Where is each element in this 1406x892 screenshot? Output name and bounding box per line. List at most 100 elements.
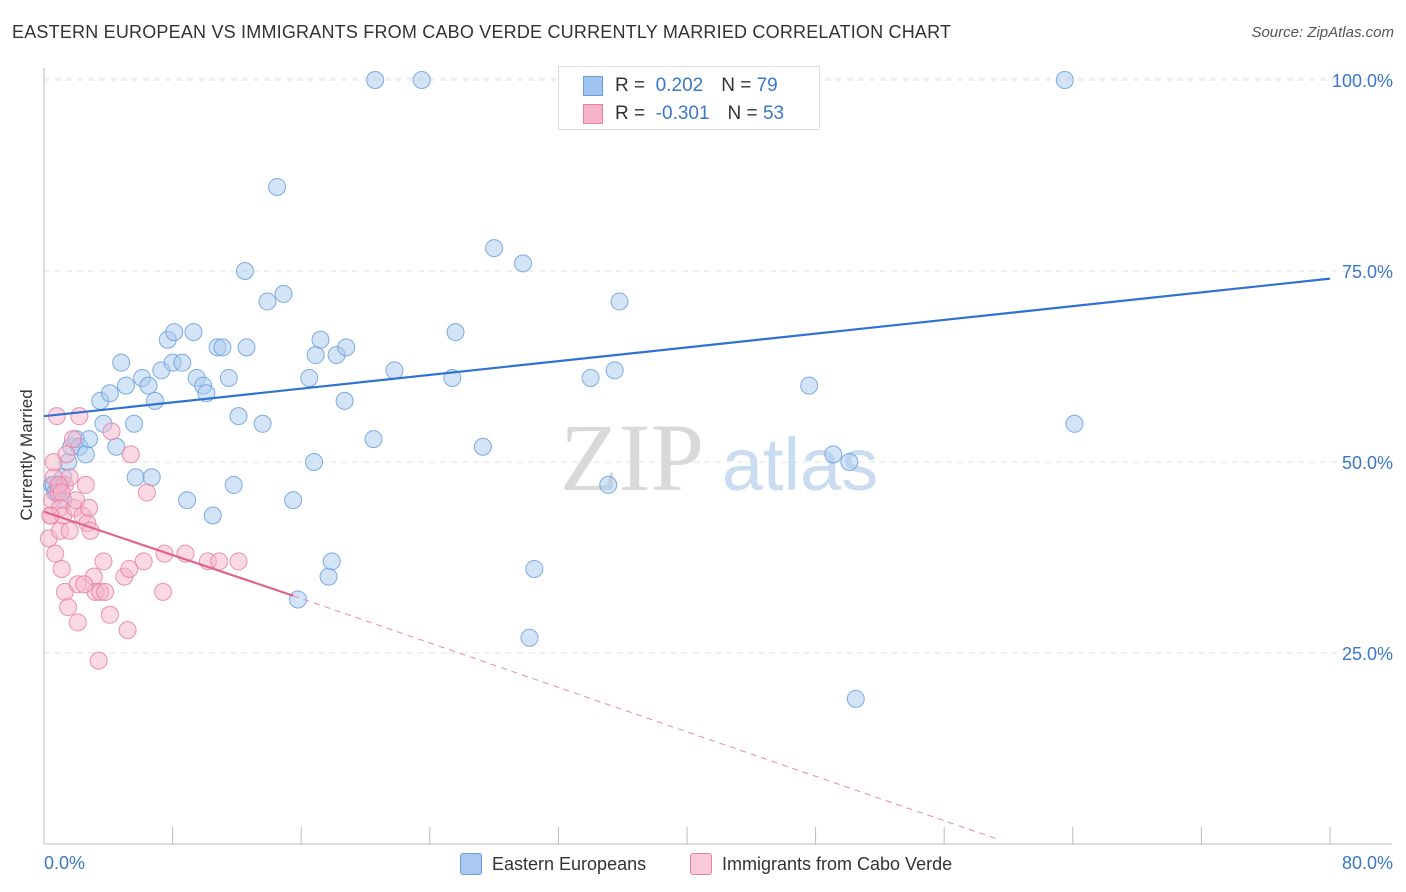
data-point [70,407,89,426]
data-point [219,368,238,387]
data-point [94,552,113,571]
data-point [155,544,174,563]
data-point [520,628,539,647]
data-point [1055,71,1074,89]
trend-line-cabo-verde [43,510,294,597]
data-point [120,559,139,578]
data-point [134,552,153,571]
n-value: 79 [756,75,778,96]
data-point [366,71,385,89]
data-point [184,323,203,342]
data-point [60,521,79,540]
data-point [485,239,504,258]
data-point [137,483,156,502]
data-point [322,552,341,571]
r-value: 0.202 [655,75,704,96]
data-point [52,559,71,578]
data-point [41,506,60,525]
data-point [76,445,95,464]
data-point [306,346,325,365]
data-point [473,437,492,456]
data-point [235,262,254,280]
correlation-legend: R = 0.202 N = 79 R = -0.301 N = 53 [558,66,820,130]
data-point [139,376,158,395]
data-point [385,361,404,380]
data-point [525,559,544,578]
data-point [68,613,87,632]
n-label: N = [721,75,752,96]
data-point [268,177,287,196]
bottom-legend-swatch-blue [460,853,482,875]
data-point [125,414,144,433]
data-point [305,453,324,471]
legend-row-eastern-europeans: R = 0.202 N = 79 [583,73,778,99]
data-point [165,323,184,342]
data-point [335,391,354,410]
data-point [229,407,248,426]
data-point [800,376,819,395]
watermark-zip: ZIP [560,404,704,511]
bottom-legend-swatch-pink [690,853,712,875]
data-point [284,491,303,510]
data-point [337,338,356,357]
y-tick-label: 100.0% [1332,71,1393,91]
series-cabo-verde [39,407,248,670]
x-tick-label-min: 0.0% [44,853,85,873]
data-point [581,368,600,387]
data-point [824,445,843,464]
data-point [203,506,222,525]
legend-swatch-blue [583,76,603,96]
data-point [599,475,618,494]
data-point [145,391,164,410]
series-eastern-europeans [43,71,1084,708]
y-tick-label: 25.0% [1342,644,1393,664]
data-point [89,651,108,670]
axes [43,68,1392,845]
data-point [96,582,115,601]
data-point [364,430,383,449]
data-point [210,552,229,571]
data-point [116,376,135,395]
bottom-legend-label: Immigrants from Cabo Verde [722,853,953,874]
data-point [46,544,65,563]
data-point [274,284,293,303]
legend-row-cabo-verde: R = -0.301 N = 53 [583,101,784,127]
data-point [76,475,95,494]
data-point [846,689,865,708]
n-label: N = [727,103,758,124]
n-value: 53 [762,103,785,124]
data-point [100,384,119,403]
data-point [610,292,629,311]
data-point [80,498,99,517]
data-point [288,590,307,609]
x-tick-label-max: 80.0% [1342,853,1393,873]
data-point [229,552,248,571]
data-point [100,605,119,624]
data-point [121,445,140,464]
data-point [213,338,232,357]
legend-swatch-pink [583,104,603,124]
bottom-legend-cabo-verde: Immigrants from Cabo Verde [690,851,952,877]
data-point [102,422,121,441]
source-label: Source: ZipAtlas.com [1251,24,1394,41]
data-point [253,414,272,433]
trend-lines [43,277,1331,841]
r-label: R = [615,75,646,96]
data-point [840,453,859,471]
data-point [224,475,243,494]
data-point [311,330,330,349]
data-point [605,361,624,380]
bottom-legend-label: Eastern Europeans [492,853,647,874]
data-point [178,491,197,510]
y-tick-label: 75.0% [1342,262,1393,282]
data-point [237,338,256,357]
data-point [57,445,76,464]
data-point [319,567,338,586]
data-point [142,468,161,487]
data-point [63,430,82,449]
trend-line-eastern-europeans [43,277,1331,418]
bottom-legend-eastern-europeans: Eastern Europeans [460,851,646,877]
data-point [1065,414,1084,433]
data-point [59,598,78,617]
data-point [118,621,137,640]
